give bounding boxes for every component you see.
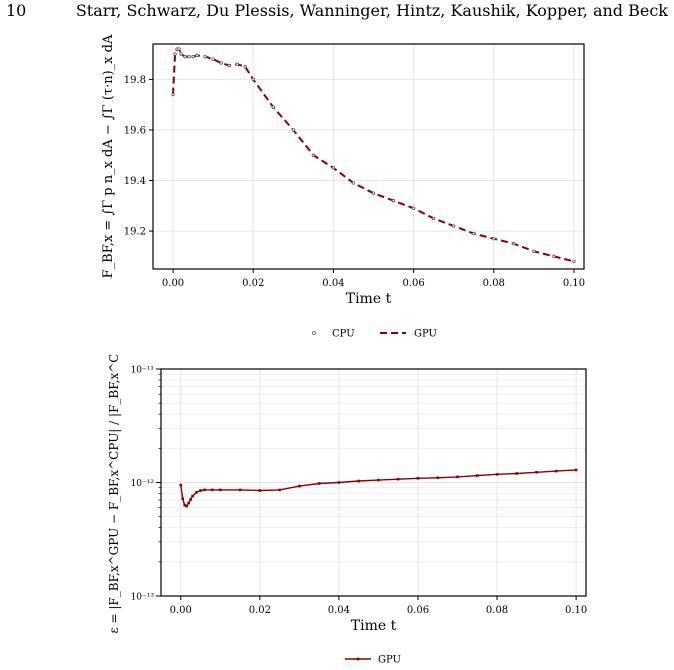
data-point-gpu-error (238, 488, 242, 492)
y-tick-label: 19.4 (124, 176, 146, 187)
data-point-cpu (227, 63, 231, 68)
x-tick-label: 0.10 (563, 278, 585, 289)
data-point-gpu-error (191, 494, 194, 498)
legend-label-gpu: GPU (378, 655, 401, 666)
data-point-cpu (351, 181, 356, 185)
data-point-gpu-error (436, 476, 440, 480)
x-tick-label: 0.00 (170, 605, 192, 616)
y-tick-label: 10⁻¹³ (131, 593, 155, 603)
y-axis-label: ε = |F_BF,x^GPU − F_BF,x^CPU| / |F_BF,x^… (107, 355, 121, 634)
data-point-gpu-error (195, 490, 198, 494)
data-point-gpu-error (475, 474, 479, 477)
data-point-cpu (251, 77, 255, 82)
data-point-cpu (512, 242, 516, 246)
data-point-gpu-error (555, 469, 558, 473)
page-number: 10 (6, 1, 27, 20)
x-tick-label: 0.02 (249, 605, 271, 616)
data-point-gpu-error (337, 481, 341, 484)
y-tick-label: 19.8 (124, 75, 146, 86)
x-tick-label: 0.04 (322, 278, 344, 289)
data-point-cpu (572, 259, 576, 264)
data-point-cpu (211, 57, 215, 61)
x-tick-label: 0.00 (162, 278, 184, 289)
data-point-cpu (331, 166, 336, 170)
data-point-cpu (472, 231, 476, 236)
y-tick-label: 10⁻¹² (131, 479, 155, 489)
data-point-cpu (552, 254, 556, 259)
data-point-cpu (171, 92, 175, 97)
data-point-cpu (243, 65, 247, 69)
data-point-cpu (532, 249, 536, 254)
chart-relative-error: 0.00 0.02 0.04 0.06 0.08 0.10 10⁻¹³ 10⁻¹² 10⁻¹¹ T… (107, 355, 587, 666)
series-line-gpu-error (180, 469, 577, 507)
data-point-gpu-error (181, 497, 185, 500)
x-tick-label: 0.10 (565, 605, 587, 616)
x-tick-label: 0.08 (483, 278, 505, 289)
data-point-gpu-error (357, 479, 360, 483)
data-point-gpu-error (189, 498, 192, 501)
x-tick-label: 0.08 (486, 605, 508, 616)
x-tick-label: 0.02 (242, 278, 264, 289)
data-point-gpu-error (535, 470, 538, 474)
data-point-gpu-error (574, 468, 578, 472)
data-point-cpu (311, 153, 316, 157)
data-point-cpu (271, 105, 275, 109)
x-tick-label: 0.06 (407, 605, 429, 616)
y-tick-label: 19.6 (124, 125, 146, 136)
data-point-cpu (451, 224, 456, 228)
data-point-cpu (179, 52, 183, 56)
data-point-gpu-error (396, 477, 400, 481)
data-point-cpu (187, 54, 191, 59)
data-point-gpu-error (317, 482, 321, 485)
data-point-gpu-error (199, 489, 202, 492)
data-point-cpu (235, 62, 239, 66)
data-point-gpu-error (185, 504, 188, 508)
data-point-cpu (391, 199, 396, 203)
data-point-gpu-error (258, 489, 262, 492)
x-axis-label: Time t (351, 618, 397, 634)
data-point-cpu (195, 53, 199, 58)
y-tick-label: 10⁻¹¹ (131, 366, 154, 376)
data-point-gpu-error (495, 473, 499, 476)
legend-marker-gpu (356, 657, 360, 661)
data-point-cpu (183, 54, 187, 59)
data-point-cpu (219, 61, 223, 65)
data-point-cpu (177, 47, 181, 51)
running-head-authors: Starr, Schwarz, Du Plessis, Wanninger, H… (75, 1, 668, 20)
data-point-gpu-error (377, 478, 380, 482)
data-point-gpu-error (416, 476, 420, 480)
data-point-gpu-error (219, 488, 222, 492)
data-point-cpu (431, 216, 436, 221)
data-point-gpu-error (187, 501, 190, 505)
data-point-gpu-error (278, 488, 281, 492)
data-point-gpu-error (211, 488, 214, 492)
data-point-gpu-error (183, 503, 187, 507)
legend-label-cpu: CPU (332, 329, 355, 340)
data-point-cpu (411, 206, 416, 211)
data-point-gpu-error (298, 484, 301, 488)
x-tick-label: 0.04 (328, 605, 350, 616)
data-point-gpu-error (515, 472, 519, 475)
data-point-gpu-error (456, 475, 459, 479)
data-point-cpu (291, 128, 296, 132)
legend-marker-cpu (312, 331, 316, 335)
plot-frame (152, 43, 585, 270)
page-header: 10 Starr, Schwarz, Du Plessis, Wanninger… (0, 0, 674, 24)
legend-label-gpu: GPU (414, 329, 437, 340)
data-point-cpu (492, 236, 496, 241)
x-tick-label: 0.06 (402, 278, 424, 289)
data-point-gpu-error (203, 488, 206, 492)
data-point-cpu (203, 54, 207, 59)
y-axis-label: F_BF,x = ∫Γ p n_x dA − ∫Γ (τ·n)_x dA (101, 34, 116, 278)
data-point-cpu (371, 191, 376, 195)
data-point-cpu (173, 52, 177, 56)
data-point-cpu (191, 54, 195, 59)
series-line-gpu (172, 48, 575, 263)
x-axis-label: Time t (346, 291, 392, 307)
y-tick-label: 19.2 (124, 227, 146, 238)
chart-force-vs-time: 0.00 0.02 0.04 0.06 0.08 0.10 19.2 19.4 19.6 19.8… (101, 34, 585, 340)
data-point-gpu-error (179, 483, 183, 487)
